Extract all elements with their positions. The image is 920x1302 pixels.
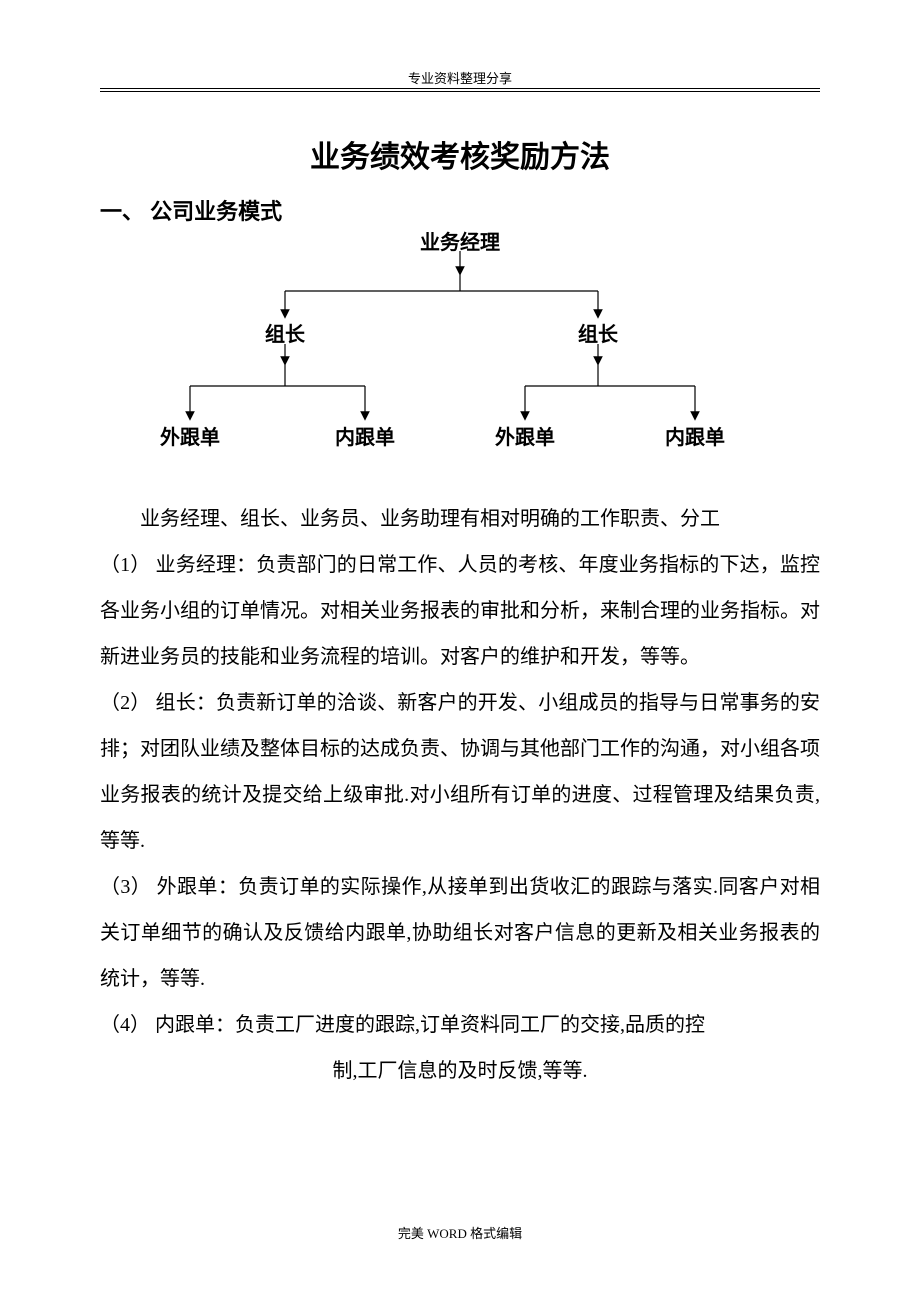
body-text: 业务经理、组长、业务员、业务助理有相对明确的工作职责、分工 （1） 业务经理：负… [100,496,820,1094]
body-p2: （2） 组长：负责新订单的洽谈、新客户的开发、小组成员的指导与日常事务的安排；对… [100,680,820,864]
body-p4-line2: 制,工厂信息的及时反馈,等等. [100,1048,820,1094]
body-p4-line1: （4） 内跟单：负责工厂进度的跟踪,订单资料同工厂的交接,品质的控 [100,1002,820,1048]
body-intro: 业务经理、组长、业务员、业务助理有相对明确的工作职责、分工 [100,496,820,542]
org-connectors [100,226,820,456]
body-p3: （3） 外跟单：负责订单的实际操作,从接单到出货收汇的跟踪与落实.同客户对相关订… [100,864,820,1002]
document-title: 业务绩效考核奖励方法 [100,132,820,176]
org-chart: 业务经理 组长 组长 外跟单 内跟单 外跟单 内跟单 [100,226,820,456]
footer-label: 完美 WORD 格式编辑 [0,1223,920,1242]
body-p1: （1） 业务经理：负责部门的日常工作、人员的考核、年度业务指标的下达，监控各业务… [100,542,820,680]
header-label: 专业资料整理分享 [0,68,920,87]
header-rule [100,88,820,92]
section-1-heading: 一、 公司业务模式 [100,194,820,226]
page: 专业资料整理分享 业务绩效考核奖励方法 一、 公司业务模式 业务经理 组长 组长… [0,0,920,1302]
